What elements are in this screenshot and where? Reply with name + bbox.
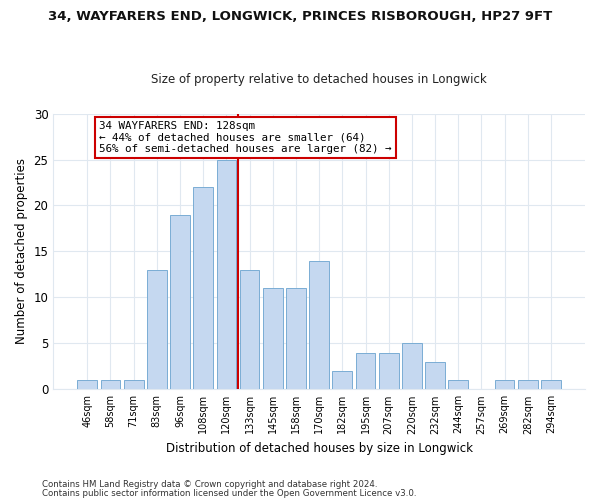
Bar <box>124 380 143 390</box>
Text: 34 WAYFARERS END: 128sqm
← 44% of detached houses are smaller (64)
56% of semi-d: 34 WAYFARERS END: 128sqm ← 44% of detach… <box>99 121 391 154</box>
Title: Size of property relative to detached houses in Longwick: Size of property relative to detached ho… <box>151 73 487 86</box>
Bar <box>193 187 213 390</box>
Bar <box>309 260 329 390</box>
Bar <box>101 380 121 390</box>
Bar <box>356 352 376 390</box>
Bar <box>425 362 445 390</box>
Bar <box>77 380 97 390</box>
Text: 34, WAYFARERS END, LONGWICK, PRINCES RISBOROUGH, HP27 9FT: 34, WAYFARERS END, LONGWICK, PRINCES RIS… <box>48 10 552 23</box>
Bar <box>263 288 283 390</box>
Bar <box>332 371 352 390</box>
Bar <box>518 380 538 390</box>
X-axis label: Distribution of detached houses by size in Longwick: Distribution of detached houses by size … <box>166 442 473 455</box>
Bar <box>286 288 306 390</box>
Bar <box>448 380 468 390</box>
Bar <box>170 214 190 390</box>
Bar <box>217 160 236 390</box>
Bar <box>402 344 422 390</box>
Y-axis label: Number of detached properties: Number of detached properties <box>15 158 28 344</box>
Text: Contains HM Land Registry data © Crown copyright and database right 2024.: Contains HM Land Registry data © Crown c… <box>42 480 377 489</box>
Bar <box>147 270 167 390</box>
Bar <box>240 270 259 390</box>
Text: Contains public sector information licensed under the Open Government Licence v3: Contains public sector information licen… <box>42 490 416 498</box>
Bar <box>541 380 561 390</box>
Bar <box>495 380 514 390</box>
Bar <box>379 352 398 390</box>
